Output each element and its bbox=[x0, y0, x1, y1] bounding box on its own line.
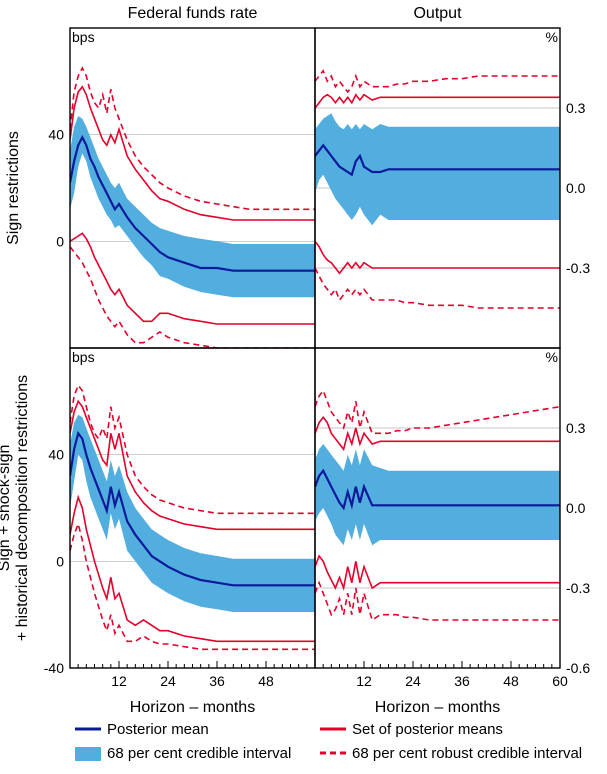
legend-label: Set of posterior means bbox=[352, 721, 503, 738]
y-tick-label: -0.3 bbox=[566, 260, 590, 276]
robust-ci-line bbox=[315, 391, 560, 434]
x-tick-label: 36 bbox=[209, 673, 225, 689]
panel-r1c0: bps 12 24 36 48Horizon – months -40 0 40 bbox=[44, 348, 315, 716]
set-of-means-line bbox=[315, 417, 560, 449]
credible-interval-area bbox=[315, 444, 560, 545]
legend: Posterior mean Set of posterior means 68 p… bbox=[75, 721, 582, 762]
x-tick-label: 24 bbox=[160, 673, 176, 689]
set-of-means-line bbox=[315, 556, 560, 588]
y-tick-label: 0.3 bbox=[566, 420, 586, 436]
unit-label: bps bbox=[72, 29, 95, 45]
y-tick-label: 0 bbox=[56, 553, 64, 569]
panel-r0c1: % -0.3 0.0 0.3 bbox=[315, 28, 590, 348]
chart-root: Federal funds rate Output bps 0 40% -0.3 0.0 0.… bbox=[0, 0, 607, 774]
y-tick-label: -0.6 bbox=[566, 660, 590, 676]
panel-r0c0: bps 0 40 bbox=[48, 28, 315, 348]
legend-label: Posterior mean bbox=[107, 721, 209, 738]
y-tick-label: 0.0 bbox=[566, 500, 586, 516]
unit-label: bps bbox=[72, 349, 95, 365]
y-tick-label: 40 bbox=[48, 447, 64, 463]
x-tick-label: 48 bbox=[258, 673, 274, 689]
column-title: Federal funds rate bbox=[128, 5, 258, 22]
panel-r1c1: %1224364860Horizon – months-0.6-0.30.00.… bbox=[315, 348, 590, 716]
legend-label: 68 per cent credible interval bbox=[107, 745, 291, 762]
y-tick-label: 0.0 bbox=[566, 180, 586, 196]
x-axis-label: Horizon – months bbox=[130, 699, 255, 716]
set-of-means-line bbox=[315, 241, 560, 273]
y-tick-label: 40 bbox=[48, 127, 64, 143]
x-tick-label: 36 bbox=[454, 673, 470, 689]
x-tick-label: 12 bbox=[356, 673, 372, 689]
y-tick-label: 0 bbox=[56, 233, 64, 249]
x-tick-label: 12 bbox=[111, 673, 127, 689]
row-label: Sign restrictions bbox=[5, 131, 22, 245]
unit-label: % bbox=[546, 349, 558, 365]
x-tick-label: 24 bbox=[405, 673, 421, 689]
legend-label: 68 per cent robust credible interval bbox=[352, 745, 582, 762]
set-of-means-line bbox=[315, 95, 560, 108]
column-title: Output bbox=[413, 5, 462, 22]
x-axis-label: Horizon – months bbox=[375, 699, 500, 716]
y-tick-label: 0.3 bbox=[566, 100, 586, 116]
legend-swatch bbox=[75, 747, 101, 761]
robust-ci-line bbox=[315, 71, 560, 92]
y-tick-label: -0.3 bbox=[566, 580, 590, 596]
unit-label: % bbox=[546, 29, 558, 45]
x-tick-label: 48 bbox=[503, 673, 519, 689]
robust-ci-line bbox=[315, 268, 560, 308]
row-label: Sign + shock-sign+ historical decomposit… bbox=[0, 375, 31, 641]
y-tick-label: -40 bbox=[44, 660, 64, 676]
